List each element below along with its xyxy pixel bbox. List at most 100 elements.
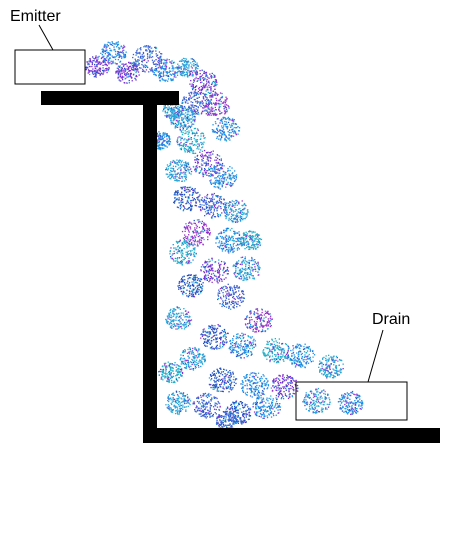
particle — [255, 323, 258, 325]
particle — [211, 200, 214, 203]
particle — [228, 124, 231, 126]
particle — [236, 201, 238, 204]
particle — [193, 358, 195, 360]
particle — [183, 173, 185, 175]
particle — [204, 262, 206, 264]
particle — [234, 298, 236, 300]
particle — [243, 293, 245, 296]
particle — [248, 341, 250, 343]
particle — [218, 242, 220, 244]
particle — [204, 344, 206, 346]
particle — [223, 165, 225, 167]
particle — [98, 61, 101, 64]
particle — [221, 240, 223, 243]
particle — [184, 107, 186, 110]
particle — [184, 116, 186, 118]
particle — [166, 168, 168, 170]
particle — [255, 324, 257, 326]
particle — [182, 241, 184, 244]
particle — [117, 47, 120, 49]
particle — [232, 293, 235, 295]
particle — [203, 358, 205, 360]
particle — [187, 126, 189, 129]
particle — [183, 113, 185, 115]
particle — [231, 205, 233, 207]
particle — [101, 56, 103, 59]
particle — [183, 291, 185, 293]
particle — [228, 217, 230, 219]
particle — [192, 247, 195, 250]
particle — [178, 107, 181, 109]
particle — [204, 361, 206, 363]
particle — [116, 43, 118, 45]
particle — [219, 172, 221, 174]
particle — [202, 334, 204, 336]
particle — [277, 348, 280, 351]
particle — [235, 221, 237, 223]
particle — [178, 180, 180, 182]
particle — [228, 247, 230, 249]
particle — [187, 188, 189, 191]
particle — [208, 77, 210, 79]
particle — [210, 108, 212, 110]
particle — [230, 207, 232, 209]
particle — [211, 336, 213, 339]
particle — [180, 122, 182, 124]
particle — [225, 230, 227, 232]
particle — [190, 70, 193, 72]
particle — [215, 182, 217, 184]
particle — [254, 266, 256, 268]
particle — [256, 317, 258, 319]
particle — [132, 74, 135, 76]
particle — [244, 318, 246, 320]
particle — [282, 359, 284, 361]
particle — [192, 150, 195, 152]
particle — [160, 62, 162, 64]
particle — [178, 177, 180, 179]
particle — [253, 263, 255, 265]
particle — [136, 68, 138, 71]
particle — [181, 112, 183, 114]
particle — [180, 68, 182, 70]
particle — [223, 231, 225, 233]
particle — [220, 231, 222, 233]
particle — [218, 103, 221, 105]
particle — [216, 200, 218, 202]
particle — [195, 281, 197, 283]
particle — [196, 77, 198, 80]
particle — [202, 237, 204, 239]
particle — [186, 166, 188, 168]
particle — [136, 65, 138, 68]
particle — [249, 273, 251, 276]
particle — [194, 99, 196, 101]
particle — [177, 143, 179, 146]
particle — [102, 50, 104, 52]
particle — [218, 291, 220, 293]
particle — [106, 43, 108, 46]
particle — [226, 273, 228, 275]
particle — [182, 201, 184, 203]
particle — [203, 149, 206, 152]
particle — [139, 57, 142, 59]
particle — [170, 78, 172, 80]
particle — [204, 77, 206, 80]
particle — [193, 63, 195, 65]
particle — [172, 310, 174, 312]
particle — [250, 323, 252, 326]
particle — [237, 239, 239, 241]
particle — [202, 201, 204, 203]
particle — [202, 173, 204, 175]
particle — [223, 244, 225, 246]
particle — [206, 195, 208, 197]
particle — [221, 330, 223, 332]
particle — [201, 132, 204, 134]
particle — [197, 233, 199, 235]
particle — [208, 154, 210, 156]
particle — [182, 319, 184, 321]
particle — [208, 82, 210, 84]
particle — [181, 277, 183, 280]
particle — [187, 120, 190, 122]
particle — [151, 70, 153, 72]
particle — [237, 211, 239, 213]
particle — [191, 105, 193, 107]
